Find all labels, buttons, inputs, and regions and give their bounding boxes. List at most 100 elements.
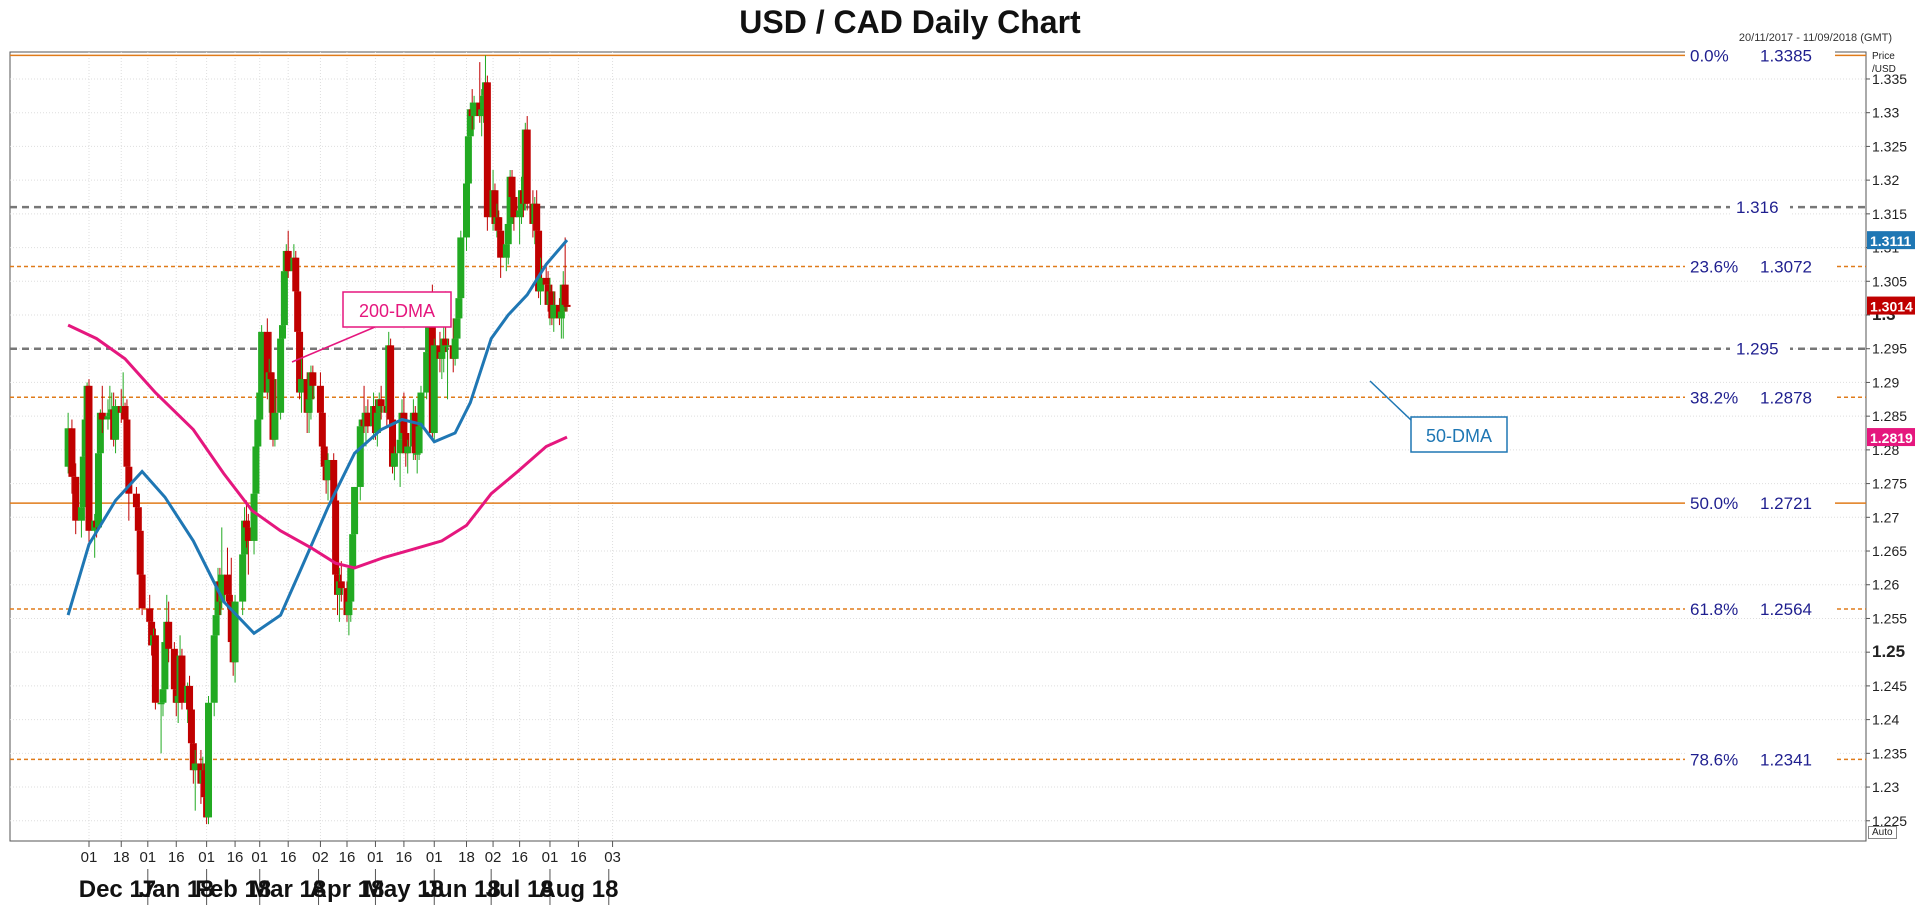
ma-50-pointer bbox=[1369, 380, 1412, 421]
candle-body bbox=[413, 453, 421, 455]
candle-body bbox=[491, 190, 499, 224]
y-tick-label: 1.235 bbox=[1872, 745, 1907, 761]
y-tick-label: 1.285 bbox=[1872, 408, 1907, 424]
candle-body bbox=[98, 412, 106, 420]
candle-body bbox=[218, 574, 226, 602]
candle-body bbox=[146, 608, 154, 622]
y-tick-label: 1.24 bbox=[1872, 712, 1899, 728]
candle-body bbox=[324, 459, 332, 481]
y-tick-label: 1.305 bbox=[1872, 273, 1907, 289]
x-tick-label: 01 bbox=[426, 849, 443, 866]
y-tick-label: 1.25 bbox=[1872, 642, 1905, 661]
candle-body bbox=[316, 385, 324, 413]
y-tick-label: 1.29 bbox=[1872, 374, 1899, 390]
candle-body bbox=[72, 476, 80, 521]
candle-body bbox=[242, 520, 250, 528]
candle-body bbox=[415, 426, 423, 454]
candle-body bbox=[94, 453, 102, 528]
month-label: May 18 bbox=[364, 876, 444, 903]
candle-body bbox=[400, 412, 408, 434]
fib-label-bg bbox=[1685, 255, 1835, 276]
candle-body bbox=[557, 311, 565, 319]
candle-body bbox=[136, 530, 144, 575]
candle-body bbox=[455, 298, 463, 319]
chart-title: USD / CAD Daily Chart bbox=[739, 4, 1081, 40]
x-tick-label: 16 bbox=[227, 849, 244, 866]
candle-body bbox=[305, 399, 313, 413]
candle-body bbox=[132, 493, 140, 508]
fib-level-pct: 50.0% bbox=[1690, 494, 1738, 513]
x-axis: 01 18 01 16 01 16 01 16 02 16 01 16 01 18 02 16 01 16 03 De… bbox=[79, 841, 621, 905]
candle-body bbox=[269, 379, 277, 440]
candle-body bbox=[506, 176, 514, 224]
candle-body bbox=[68, 428, 76, 477]
price-marker-box bbox=[1867, 428, 1915, 447]
moving-averages bbox=[66, 239, 569, 636]
candle-body bbox=[356, 426, 364, 487]
candle-body bbox=[280, 271, 288, 326]
date-range-label: 20/11/2017 - 11/09/2018 (GMT) bbox=[1738, 32, 1892, 44]
candle-body bbox=[337, 581, 345, 589]
ma-50-label-box bbox=[1410, 416, 1508, 453]
candle-body bbox=[151, 635, 159, 703]
candle-body bbox=[470, 102, 478, 117]
candle-body bbox=[550, 304, 558, 319]
candle-body bbox=[373, 412, 381, 434]
candle-body bbox=[389, 419, 397, 467]
y-tick-label: 1.33 bbox=[1872, 105, 1899, 121]
candle-body bbox=[404, 446, 412, 454]
x-tick-label: 01 bbox=[198, 849, 215, 866]
price-marker-box bbox=[1867, 296, 1915, 315]
candle-body bbox=[64, 428, 72, 467]
candle-body bbox=[112, 406, 120, 440]
candle-body bbox=[256, 392, 264, 420]
candle-body bbox=[294, 291, 302, 332]
candle-body bbox=[497, 230, 505, 258]
y-tick-label: 1.23 bbox=[1872, 779, 1899, 795]
candle-body bbox=[241, 520, 249, 555]
x-tick-label: 18 bbox=[113, 849, 130, 866]
candle-body bbox=[345, 601, 353, 616]
candle-body bbox=[296, 331, 304, 393]
candle-body bbox=[463, 183, 471, 238]
candle-body bbox=[205, 702, 213, 818]
ma-200-line bbox=[67, 323, 568, 570]
candle-body bbox=[533, 203, 541, 231]
candle-body bbox=[483, 82, 491, 218]
candle-body bbox=[138, 574, 146, 609]
price-marker-label: 1.3014 bbox=[1870, 299, 1913, 315]
candle-body bbox=[165, 621, 173, 649]
candle-body bbox=[464, 136, 472, 184]
x-tick-label: 16 bbox=[511, 849, 528, 866]
candle-body bbox=[364, 412, 372, 427]
candle-body bbox=[561, 284, 569, 305]
candle-body bbox=[278, 325, 286, 339]
candle-body bbox=[201, 770, 209, 798]
candle-body bbox=[330, 459, 338, 501]
auto-scale-button[interactable]: Auto bbox=[1868, 826, 1897, 839]
candle-body bbox=[318, 412, 326, 447]
month-label: Feb 18 bbox=[195, 876, 271, 903]
level-value: 1.316 bbox=[1736, 198, 1779, 217]
fib-label-bg bbox=[1685, 748, 1835, 769]
candle-body bbox=[417, 392, 425, 427]
candle-body bbox=[451, 338, 459, 359]
fib-label-bg bbox=[1685, 598, 1835, 619]
x-tick-label: 18 bbox=[458, 849, 475, 866]
candle-body bbox=[411, 412, 419, 454]
candle-body bbox=[157, 702, 165, 705]
month-label: Mar 18 bbox=[250, 876, 326, 903]
candle-body bbox=[81, 419, 89, 457]
y-tick-label: 1.315 bbox=[1872, 206, 1907, 222]
y-tick-label: 1.265 bbox=[1872, 543, 1907, 559]
x-tick-label: 01 bbox=[139, 849, 156, 866]
ma-200-label: 200-DMA bbox=[359, 301, 435, 321]
plot-area bbox=[9, 51, 1867, 842]
candle-body bbox=[309, 372, 317, 386]
fib-label-bg bbox=[1685, 386, 1835, 407]
candle-body bbox=[425, 325, 433, 353]
x-tick-label: 01 bbox=[81, 849, 98, 866]
candle-body bbox=[430, 345, 438, 434]
fib-level-pct: 38.2% bbox=[1690, 388, 1738, 407]
fib-level-value: 1.2341 bbox=[1760, 750, 1812, 769]
